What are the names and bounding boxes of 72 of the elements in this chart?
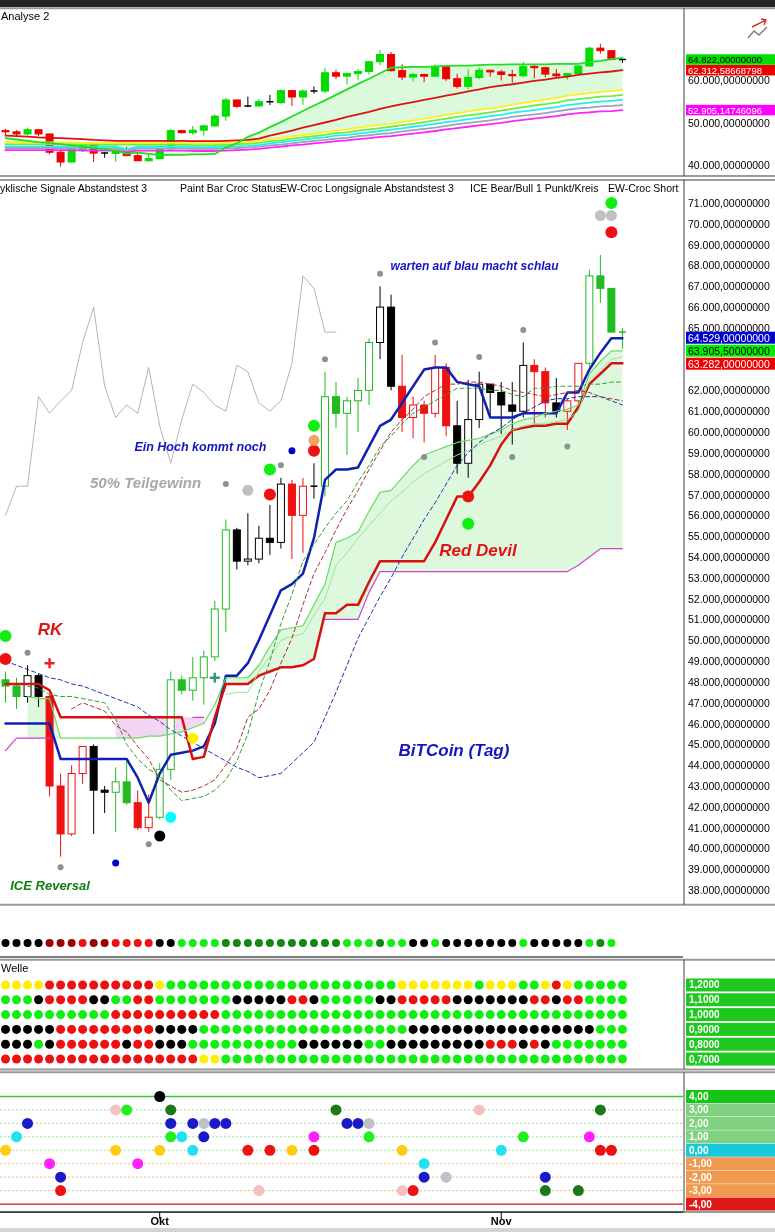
y-tick-label: 1,2000 [689,979,721,991]
annotation: yklische Signale Abstandstest 3 [0,182,148,194]
chart-title: Welle [1,962,29,974]
y-tick-label: 0,00 [689,1144,709,1156]
y-tick-label: 1,0000 [689,1009,721,1021]
chart-title: Analyse 2 [1,10,50,22]
y-tick-label: 1,1000 [689,994,721,1006]
y-tick-label: 51.000,00000000 [688,613,770,626]
y-tick-label: 0,7000 [689,1053,721,1065]
y-tick-label: 46.000,00000000 [688,717,770,730]
text: 63.282,00000000 [688,357,770,370]
text: 64.822,00000000 [688,54,762,65]
y-tick-label: 70.000,00000000 [688,217,770,230]
y-tick-label: 55.000,00000000 [688,530,770,543]
annotation: RK [37,620,64,640]
y-tick-label: 65.000,00000000 [688,321,770,334]
y-tick-label: 2,00 [689,1117,709,1129]
y-tick-label: 0,9000 [689,1023,721,1035]
y-tick-label: 43.000,00000000 [688,780,770,793]
y-tick-label: -4,00 [689,1198,713,1210]
text: 63.905,50000000 [688,344,770,357]
y-tick-label: 44.000,00000000 [688,759,770,772]
annotation: EW-Croc Longsignale Abstandstest 3 [280,182,454,194]
annotation: Red Devil [439,541,519,561]
annotation: BiTCoin (Tag) [398,741,510,761]
annotation: ICE Bear/Bull 1 Punkt/Kreis [470,182,599,194]
y-tick-label: 56.000,00000000 [688,509,770,522]
y-tick-label: 57.000,00000000 [688,488,770,501]
y-tick-label: 3,00 [689,1104,709,1116]
annotation: 50% Teilgewinn [90,473,202,491]
x-tick-label: Okt [150,1215,170,1228]
y-tick-label: 59.000,00000000 [688,446,770,459]
y-tick-label: -2,00 [689,1171,713,1183]
y-tick-label: 58.000,00000000 [688,467,770,480]
annotation: warten auf blau macht schlau [390,258,560,273]
y-tick-label: -3,00 [689,1185,713,1197]
y-tick-label: 61.000,00000000 [688,405,770,418]
y-tick-label: 47.000,00000000 [688,696,770,709]
y-tick-label: 42.000,00000000 [688,800,770,813]
annotation: Paint Bar Croc Status [180,182,281,194]
y-tick-label: 54.000,00000000 [688,550,770,563]
y-tick-label: 60.000,00000000 [688,426,770,439]
text: 64.529,00000000 [688,331,770,344]
annotation: ICE Reversal [10,878,91,894]
y-tick-label: 71.000,00000000 [688,197,770,209]
y-tick-label: 0,8000 [689,1038,721,1050]
y-tick-label: 4,00 [689,1091,709,1102]
y-tick-label: 52.000,00000000 [688,592,770,605]
y-tick-label: 38.000,00000000 [688,884,770,897]
y-tick-label: 50.000,00000000 [688,116,770,129]
y-tick-label: 60.000,00000000 [688,74,770,86]
y-tick-label: 45.000,00000000 [688,738,770,751]
y-tick-label: 69.000,00000000 [688,238,770,251]
y-tick-label: -1,00 [689,1158,713,1170]
y-tick-label: 39.000,00000000 [688,863,770,876]
text: 62.312,58668798 [688,64,762,76]
y-tick-label: 66.000,00000000 [688,301,770,314]
y-tick-label: 49.000,00000000 [688,655,770,668]
annotation: Ein Hoch kommt noch [134,439,267,454]
y-tick-label: 53.000,00000000 [688,571,770,584]
x-tick-label: Nov [490,1215,513,1228]
y-tick-label: 62.000,00000000 [688,384,770,397]
y-tick-label: 48.000,00000000 [688,675,770,688]
y-tick-label: 40.000,00000000 [688,159,770,171]
y-tick-label: 50.000,00000000 [688,634,770,647]
y-tick-label: 40.000,00000000 [688,842,770,855]
annotation: EW-Croc Short [608,182,679,194]
y-tick-label: 41.000,00000000 [688,821,770,834]
y-tick-label: 1,00 [689,1131,709,1143]
y-tick-label: 67.000,00000000 [688,280,770,293]
text: 52.905,14746096 [688,104,762,116]
y-tick-label: 68.000,00000000 [688,259,770,272]
